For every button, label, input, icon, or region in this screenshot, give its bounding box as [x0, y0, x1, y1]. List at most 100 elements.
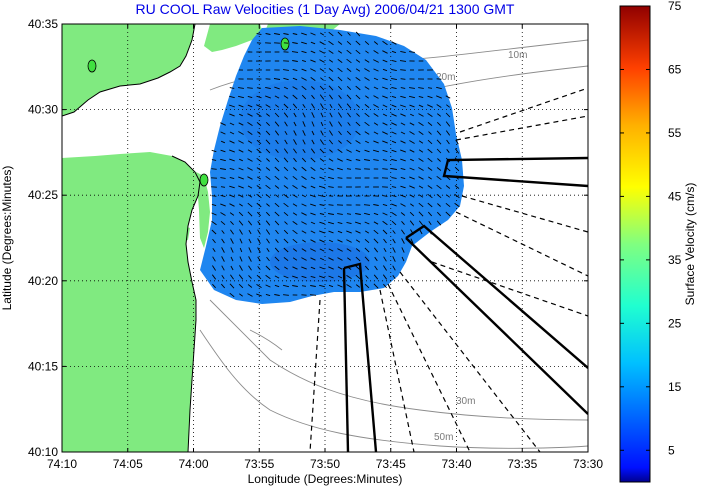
velocity-vector — [301, 257, 307, 261]
velocity-vector — [327, 221, 335, 225]
velocity-vector — [256, 104, 262, 108]
velocity-vector — [275, 239, 279, 243]
velocity-vector — [248, 229, 252, 235]
velocity-vector — [383, 247, 387, 253]
velocity-vector — [400, 203, 406, 207]
velocity-vector — [445, 95, 451, 99]
velocity-vector — [337, 31, 343, 37]
velocity-vector — [284, 221, 288, 225]
velocity-vector — [400, 69, 406, 71]
velocity-vector — [318, 185, 326, 189]
velocity-vector — [301, 176, 307, 180]
velocity-vector — [283, 202, 289, 208]
velocity-vector — [239, 256, 243, 262]
velocity-vector — [319, 158, 325, 162]
velocity-vector — [418, 95, 424, 99]
velocity-vector — [409, 176, 415, 180]
velocity-vector — [283, 86, 289, 90]
velocity-vector — [346, 49, 352, 55]
velocity-vector — [292, 212, 298, 216]
velocity-vector — [400, 104, 406, 108]
velocity-vector — [301, 285, 307, 287]
velocity-vectors — [210, 31, 460, 298]
velocity-vector — [328, 31, 334, 37]
velocity-vector — [436, 104, 442, 108]
velocity-vector — [373, 238, 379, 244]
velocity-vector — [292, 238, 298, 244]
velocity-vector — [293, 130, 297, 136]
velocity-vector — [256, 167, 262, 171]
velocity-vector — [265, 148, 271, 154]
colorbar-ticks: 75 65 55 45 35 25 15 5 — [620, 0, 682, 457]
velocity-vector — [391, 104, 397, 108]
velocity-vector — [400, 50, 406, 54]
velocity-vector — [355, 168, 361, 170]
velocity-vector — [347, 122, 351, 126]
velocity-vector — [302, 239, 306, 243]
velocity-vector — [328, 257, 334, 261]
velocity-vector — [238, 211, 244, 217]
velocity-vector — [239, 265, 243, 271]
velocity-vector — [320, 77, 324, 81]
velocity-vector — [355, 77, 361, 81]
velocity-vector — [256, 113, 262, 117]
velocity-vector — [284, 266, 288, 270]
velocity-vector — [275, 139, 279, 145]
velocity-vector — [409, 185, 415, 189]
velocity-vector — [391, 212, 397, 216]
velocity-vector — [355, 68, 361, 72]
velocity-vector — [418, 149, 424, 153]
velocity-vector — [365, 50, 369, 54]
shipping-lanes — [342, 156, 588, 452]
velocity-vector — [247, 185, 253, 189]
velocity-vector — [454, 166, 460, 172]
velocity-vector — [373, 50, 379, 54]
velocity-vector — [392, 256, 396, 262]
velocity-vector — [364, 140, 370, 144]
velocity-vector — [427, 185, 433, 189]
velocity-vector — [274, 256, 280, 262]
velocity-vector — [355, 49, 361, 55]
velocity-vector — [319, 266, 325, 270]
velocity-vector — [382, 77, 388, 81]
velocity-vector — [238, 167, 244, 171]
velocity-vector — [328, 248, 334, 252]
velocity-vector — [230, 220, 234, 226]
velocity-vector — [346, 168, 352, 170]
velocity-vector — [238, 122, 244, 126]
velocity-vector — [238, 104, 244, 108]
velocity-vector — [211, 149, 217, 153]
velocity-vector — [319, 94, 325, 100]
velocity-vector — [292, 185, 298, 189]
velocity-vector — [382, 149, 388, 153]
velocity-vector — [247, 87, 253, 89]
velocity-vector — [392, 265, 396, 271]
velocity-vector — [347, 257, 351, 261]
velocity-vector — [445, 130, 451, 136]
velocity-vector — [364, 104, 370, 108]
velocity-vector — [301, 85, 307, 91]
velocity-vector — [229, 283, 235, 289]
coastline — [62, 24, 196, 117]
velocity-vector — [445, 121, 451, 127]
velocity-vector — [221, 256, 225, 262]
velocity-vector — [301, 248, 307, 252]
velocity-vector — [418, 167, 424, 171]
velocity-vector — [256, 293, 262, 297]
velocity-vector — [373, 104, 379, 108]
velocity-vector — [319, 148, 325, 154]
velocity-vector — [221, 247, 225, 253]
velocity-vector — [274, 33, 280, 35]
velocity-vector — [229, 131, 235, 135]
velocity-vector — [220, 283, 226, 289]
land-new-jersey-south — [62, 152, 200, 452]
velocity-vector — [364, 40, 370, 46]
velocity-vector — [436, 130, 442, 136]
velocity-vector — [391, 50, 397, 54]
velocity-vector — [319, 257, 325, 261]
velocity-vector — [346, 139, 352, 145]
velocity-vector — [239, 158, 243, 162]
velocity-vector — [427, 202, 433, 208]
velocity-vector — [337, 284, 343, 288]
velocity-vector — [319, 41, 325, 45]
